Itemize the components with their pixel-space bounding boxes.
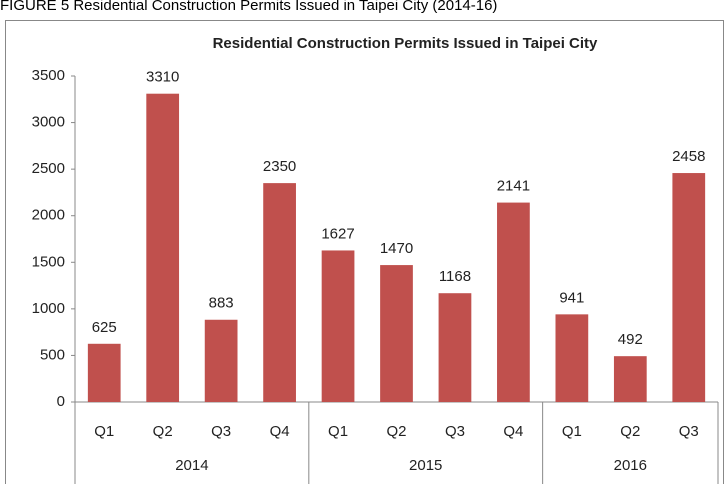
bar <box>380 265 413 402</box>
value-label: 941 <box>559 289 584 306</box>
value-label: 2141 <box>497 178 530 195</box>
y-tick-label: 500 <box>40 346 65 363</box>
bar <box>263 183 296 402</box>
group-label: 2016 <box>614 457 647 474</box>
figure-caption: FIGURE 5 Residential Construction Permit… <box>0 0 497 14</box>
chart-title: Residential Construction Permits Issued … <box>213 35 598 52</box>
chart-frame <box>5 20 724 489</box>
value-label: 2350 <box>263 158 296 175</box>
bar <box>438 293 472 402</box>
value-label: 883 <box>209 295 234 312</box>
x-tick-label: Q3 <box>211 423 231 440</box>
bar <box>672 173 706 402</box>
value-label: 3310 <box>146 69 179 86</box>
group-label: 2014 <box>175 457 208 474</box>
x-tick-label: Q2 <box>386 423 406 440</box>
bar <box>555 314 589 402</box>
x-tick-label: Q2 <box>153 423 173 440</box>
value-label: 1168 <box>439 268 471 285</box>
bar <box>613 356 647 402</box>
bar <box>204 319 238 402</box>
x-tick-label: Q2 <box>620 423 640 440</box>
y-tick-label: 1000 <box>32 300 65 317</box>
x-tick-label: Q1 <box>562 423 582 440</box>
value-label: 625 <box>92 319 117 336</box>
value-label: 2458 <box>672 148 705 165</box>
group-label: 2015 <box>409 457 442 474</box>
bar <box>497 202 530 402</box>
y-tick-label: 2000 <box>32 207 65 224</box>
y-tick-label: 0 <box>57 393 65 410</box>
value-label: 1470 <box>380 240 413 257</box>
y-tick-label: 3000 <box>32 114 65 131</box>
x-tick-label: Q3 <box>445 423 465 440</box>
value-label: 492 <box>618 331 643 348</box>
x-tick-label: Q3 <box>679 423 699 440</box>
value-label: 1627 <box>321 225 354 242</box>
x-tick-label: Q1 <box>94 423 114 440</box>
x-tick-label: Q1 <box>328 423 348 440</box>
y-tick-label: 1500 <box>32 253 65 270</box>
y-tick-label: 3500 <box>32 67 65 84</box>
x-tick-label: Q4 <box>270 423 290 440</box>
bar <box>321 250 355 402</box>
bar <box>146 93 180 402</box>
x-tick-label: Q4 <box>503 423 523 440</box>
y-tick-label: 2500 <box>32 160 65 177</box>
bar <box>87 343 121 402</box>
